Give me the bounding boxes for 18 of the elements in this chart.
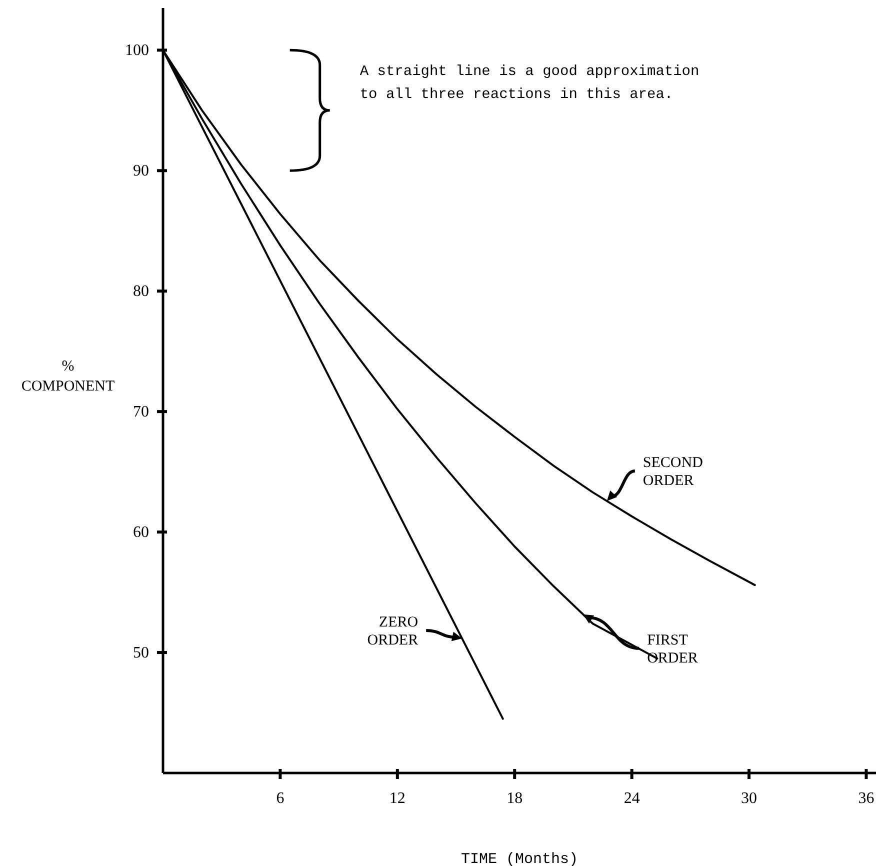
x-tick-label: 30 bbox=[741, 790, 758, 807]
legend-label: FIRST ORDER bbox=[647, 632, 698, 666]
x-tick-label: 6 bbox=[276, 790, 284, 807]
y-tick-label: 90 bbox=[133, 162, 149, 180]
series-label: SECOND ORDER bbox=[642, 455, 704, 490]
y-tick-label: 50 bbox=[133, 644, 149, 662]
y-tick-label: 100 bbox=[125, 42, 149, 60]
y-tick-label: 60 bbox=[133, 524, 149, 542]
x-tick-label: 36 bbox=[858, 790, 874, 807]
y-axis-title: % COMPONENT bbox=[21, 358, 115, 394]
y-tick-label: 80 bbox=[133, 283, 149, 300]
y-tick-label: 70 bbox=[133, 404, 149, 421]
x-axis-title: TIME (Months) bbox=[460, 851, 578, 866]
series-label: ZERO ORDER bbox=[367, 614, 418, 649]
x-tick-label: 18 bbox=[506, 790, 523, 807]
x-tick-label: 24 bbox=[624, 790, 640, 807]
annotation: A straight line is a good approximation to all three reactions in this area. bbox=[360, 64, 700, 104]
x-tick-label: 12 bbox=[389, 790, 406, 807]
